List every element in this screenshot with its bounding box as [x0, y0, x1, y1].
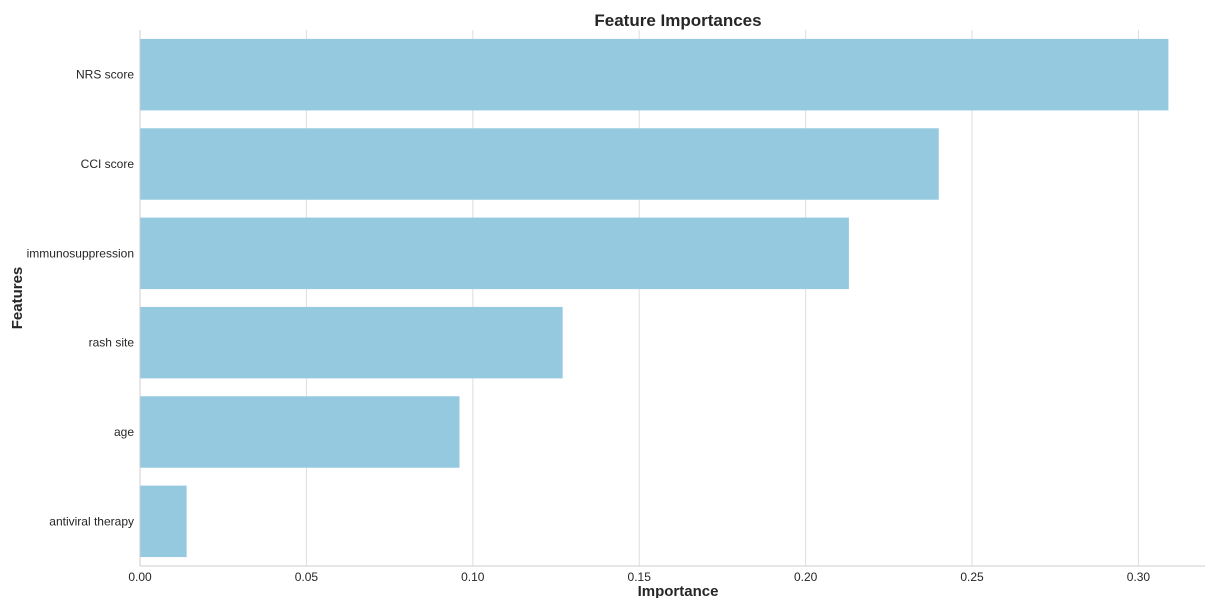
x-tick-label: 0.05: [295, 570, 319, 584]
bar: [140, 485, 187, 558]
x-tick-label: 0.15: [628, 570, 652, 584]
y-tick-label: rash site: [89, 336, 135, 350]
y-tick-label: immunosuppression: [27, 246, 134, 260]
x-tick-label: 0.00: [128, 570, 152, 584]
x-tick-label: 0.20: [794, 570, 818, 584]
x-tick-label: 0.25: [960, 570, 984, 584]
y-axis-title: Features: [9, 267, 26, 330]
y-tick-label: antiviral therapy: [49, 514, 134, 528]
bar: [140, 217, 849, 290]
y-tick-label: CCI score: [81, 157, 135, 171]
bar: [140, 396, 460, 468]
bar-layer: [140, 38, 1169, 558]
x-tick-label: 0.10: [461, 570, 485, 584]
y-tick-label: NRS score: [76, 68, 134, 82]
axis-layer: [139, 30, 1205, 567]
chart-title: Feature Importances: [594, 11, 761, 30]
x-axis-title: Importance: [638, 583, 719, 598]
bar: [140, 38, 1169, 111]
label-layer: 0.00 0.05 0.10 0.15 0.20 0.25 0.30 NRS score CCI…: [27, 68, 1151, 584]
y-tick-label: age: [114, 425, 134, 439]
grid-layer: [139, 30, 1139, 566]
bar: [140, 306, 563, 379]
x-tick-label: 0.30: [1127, 570, 1151, 584]
bar: [140, 128, 939, 200]
